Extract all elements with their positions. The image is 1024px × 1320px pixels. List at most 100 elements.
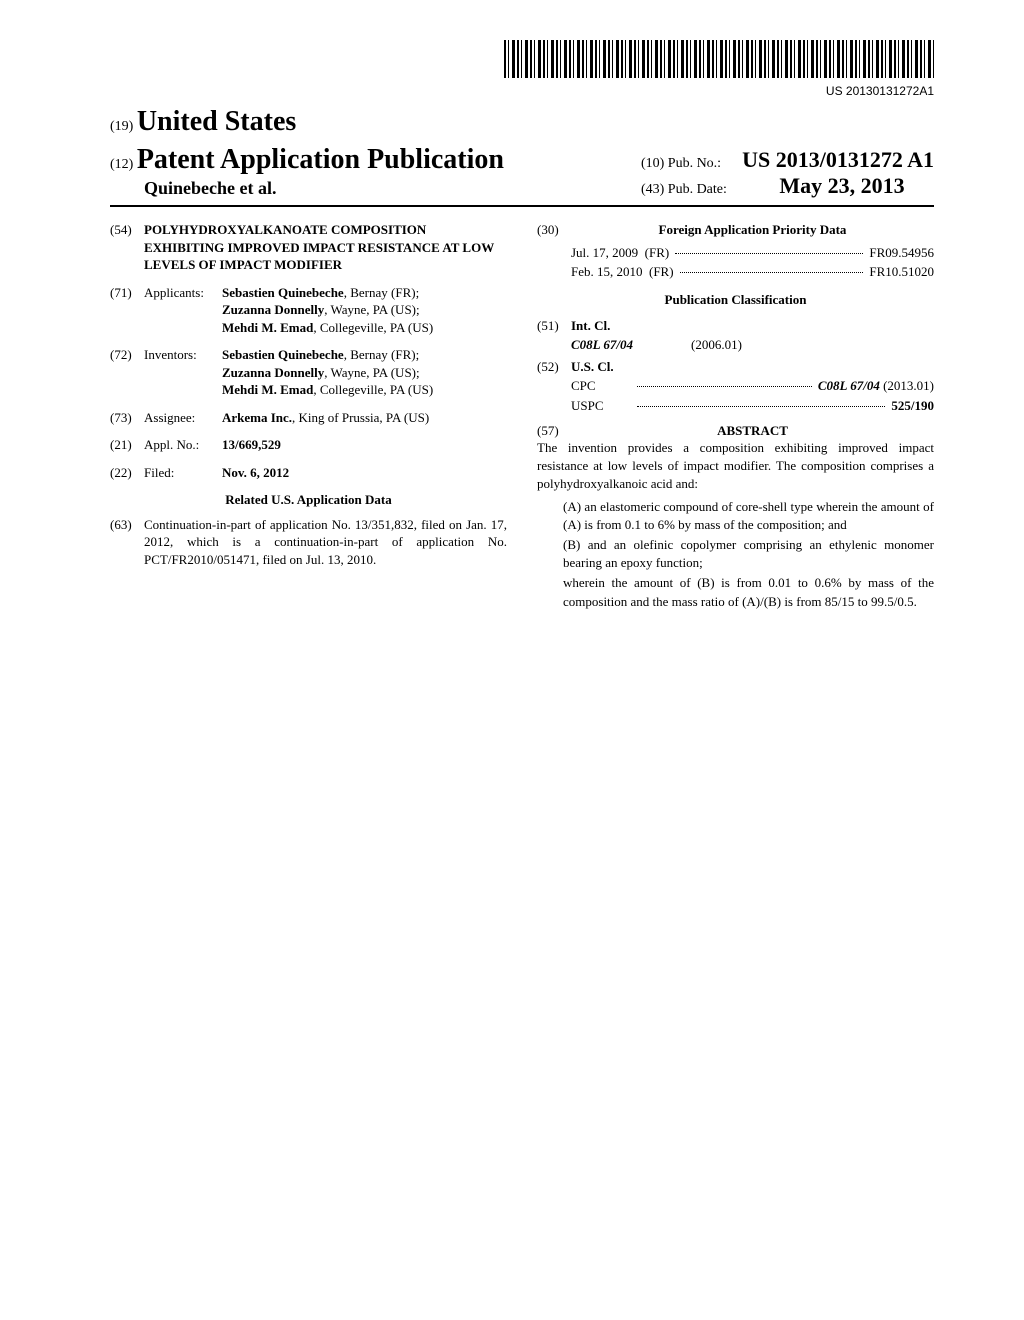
priority-list: Jul. 17, 2009 (FR) FR09.54956 Feb. 15, 2… [571,243,934,282]
related-data-heading: Related U.S. Application Data [110,492,507,508]
inventor-loc: , Wayne, PA (US); [324,365,419,380]
code-10: (10) [641,156,664,171]
publication-type: Patent Application Publication [137,144,504,175]
assignee-value: Arkema Inc., King of Prussia, PA (US) [222,409,507,427]
applicants-list: Sebastien Quinebeche, Bernay (FR); Zuzan… [222,284,507,337]
assignee-name: Arkema Inc. [222,410,292,425]
divider [110,205,934,207]
filed-label: Filed: [144,464,222,482]
priority-row: Feb. 15, 2010 (FR) FR10.51020 [571,262,934,282]
dot-leader [680,262,864,273]
content-columns: (54) POLYHYDROXYALKANOATE COMPOSITION EX… [110,221,934,613]
inventor-loc: , Bernay (FR); [344,347,419,362]
code-57: (57) [537,423,571,439]
code-73: (73) [110,409,144,427]
inventor-name: Mehdi M. Emad [222,382,313,397]
code-71: (71) [110,284,144,337]
pubno-label: Pub. No.: [668,156,721,171]
assignee-loc: , King of Prussia, PA (US) [292,410,429,425]
field-related: (63) Continuation-in-part of application… [110,516,507,569]
abstract-heading-row: (57) ABSTRACT [537,423,934,439]
field-applicants: (71) Applicants: Sebastien Quinebeche, B… [110,284,507,337]
uspc-value: 525/190 [891,396,934,416]
patent-title: POLYHYDROXYALKANOATE COMPOSITION EXHIBIT… [144,221,507,274]
applicant-loc: , Bernay (FR); [344,285,419,300]
inventors-label: Inventors: [144,346,222,399]
filed-date: Nov. 6, 2012 [222,464,507,482]
header-left: (19) United States (12) Patent Applicati… [110,106,504,199]
applno-label: Appl. No.: [144,436,222,454]
priority-cc: (FR) [649,262,674,282]
applicant-name: Sebastien Quinebeche [222,285,344,300]
inventor-name: Sebastien Quinebeche [222,347,344,362]
right-column: (30) Foreign Application Priority Data J… [537,221,934,613]
code-12: (12) [110,157,133,172]
code-19: (19) [110,119,133,134]
inventor-name: Zuzanna Donnelly [222,365,324,380]
applicants-label: Applicants: [144,284,222,337]
inventors-list: Sebastien Quinebeche, Bernay (FR); Zuzan… [222,346,507,399]
priority-number: FR09.54956 [869,243,934,263]
cpc-value: C08L 67/04 [818,376,880,396]
field-filed: (22) Filed: Nov. 6, 2012 [110,464,507,482]
abstract-body: The invention provides a composition exh… [537,439,934,611]
country: United States [137,106,296,137]
abstract-item: (B) and an olefinic copolymer comprising… [563,536,934,572]
uspc-line: USPC 525/190 [571,396,934,416]
foreign-priority-heading: Foreign Application Priority Data [571,221,934,239]
abstract-p1: The invention provides a composition exh… [537,439,934,494]
int-cl-value: C08L 67/04 [571,335,691,355]
publication-number: US 2013/0131272 A1 [742,147,934,172]
priority-date: Feb. 15, 2010 [571,262,643,282]
code-43: (43) [641,182,664,197]
code-52: (52) [537,357,571,377]
priority-number: FR10.51020 [869,262,934,282]
classification-block: (51) Int. Cl. C08L 67/04 (2006.01) (52) … [537,316,934,416]
code-22: (22) [110,464,144,482]
uspc-label: USPC [571,396,631,416]
abstract-list: (A) an elastomeric compound of core-shel… [537,498,934,611]
priority-cc: (FR) [645,243,670,263]
header: (19) United States (12) Patent Applicati… [110,106,934,199]
applicant-loc: , Wayne, PA (US); [324,302,419,317]
int-cl-label: Int. Cl. [571,316,610,336]
pub-classification-heading: Publication Classification [537,292,934,308]
applicant-name: Zuzanna Donnelly [222,302,324,317]
field-appl-no: (21) Appl. No.: 13/669,529 [110,436,507,454]
dot-leader [637,396,885,407]
code-63: (63) [110,516,144,569]
field-inventors: (72) Inventors: Sebastien Quinebeche, Be… [110,346,507,399]
abstract-heading: ABSTRACT [571,423,934,439]
abstract-item: (A) an elastomeric compound of core-shel… [563,498,934,534]
int-cl-line: C08L 67/04 (2006.01) [571,335,934,355]
us-cl-label: U.S. Cl. [571,357,614,377]
field-foreign-priority: (30) Foreign Application Priority Data [537,221,934,239]
field-title: (54) POLYHYDROXYALKANOATE COMPOSITION EX… [110,221,507,274]
dot-leader [675,243,863,254]
application-number: 13/669,529 [222,436,507,454]
code-21: (21) [110,436,144,454]
field-assignee: (73) Assignee: Arkema Inc., King of Prus… [110,409,507,427]
barcode [504,40,934,78]
applicant-loc: , Collegeville, PA (US) [313,320,433,335]
barcode-text: US 20130131272A1 [110,84,934,98]
header-right: (10) Pub. No.: US 2013/0131272 A1 (43) P… [641,147,934,199]
code-54: (54) [110,221,144,274]
code-51: (51) [537,316,571,336]
priority-row: Jul. 17, 2009 (FR) FR09.54956 [571,243,934,263]
cpc-line: CPC C08L 67/04 (2013.01) [571,376,934,396]
publication-date: May 23, 2013 [779,173,904,198]
left-column: (54) POLYHYDROXYALKANOATE COMPOSITION EX… [110,221,507,613]
cpc-version: (2013.01) [883,376,934,396]
pubdate-label: Pub. Date: [668,182,727,197]
dot-leader [637,376,812,387]
author-line: Quinebeche et al. [144,178,504,199]
int-cl-version: (2006.01) [691,335,742,355]
applicant-name: Mehdi M. Emad [222,320,313,335]
inventor-loc: , Collegeville, PA (US) [313,382,433,397]
patent-page: US 20130131272A1 (19) United States (12)… [0,0,1024,653]
cpc-label: CPC [571,376,631,396]
code-30: (30) [537,221,571,239]
assignee-label: Assignee: [144,409,222,427]
related-text: Continuation-in-part of application No. … [144,516,507,569]
